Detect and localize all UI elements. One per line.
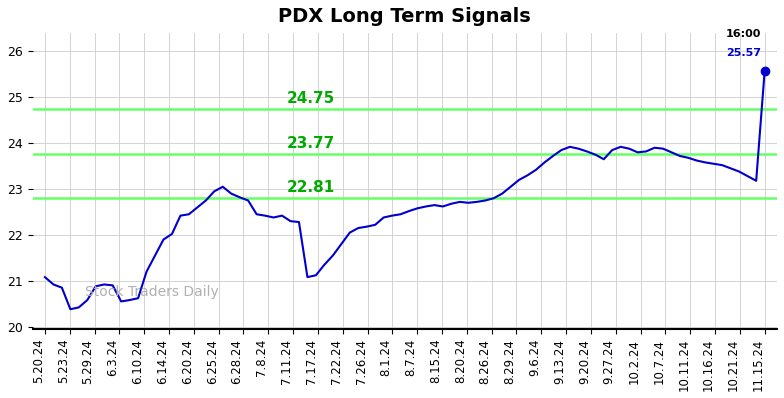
Title: PDX Long Term Signals: PDX Long Term Signals <box>278 7 532 26</box>
Text: 24.75: 24.75 <box>287 91 336 106</box>
Text: 22.81: 22.81 <box>287 180 336 195</box>
Text: 25.57: 25.57 <box>726 48 761 58</box>
Text: 23.77: 23.77 <box>287 136 336 151</box>
Text: 16:00: 16:00 <box>725 29 761 39</box>
Text: Stock Traders Daily: Stock Traders Daily <box>85 285 219 299</box>
